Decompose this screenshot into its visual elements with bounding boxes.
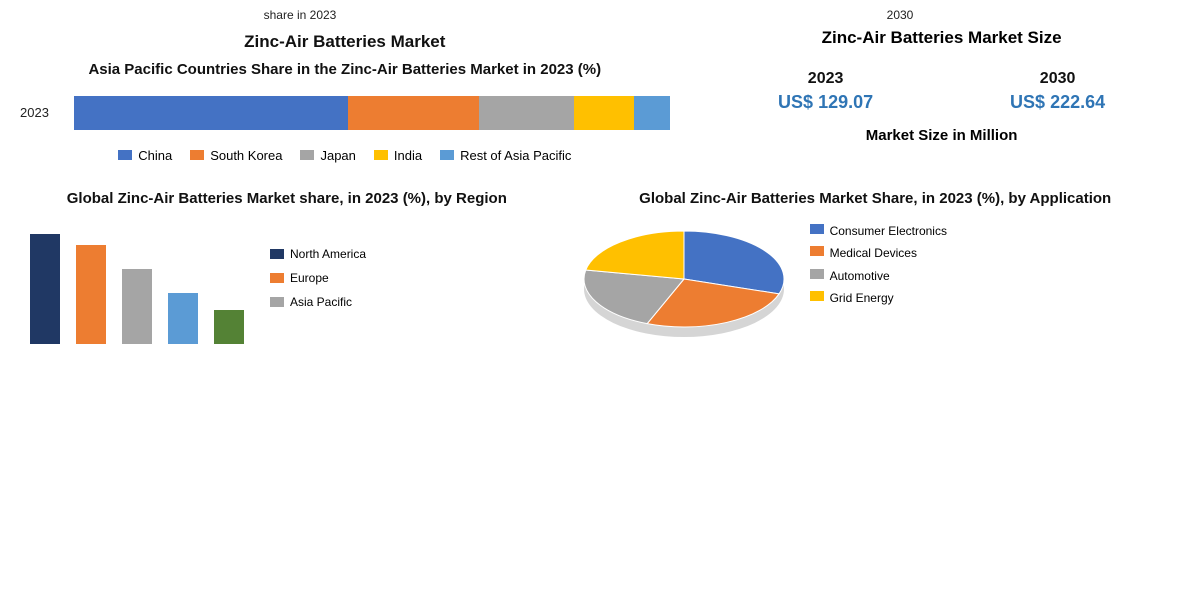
- legend-swatch: [810, 269, 824, 279]
- legend-label: Asia Pacific: [290, 295, 352, 309]
- size-year-b: 2030: [1040, 70, 1076, 88]
- size-years: 2023 2030: [710, 70, 1174, 88]
- legend-label: Rest of Asia Pacific: [460, 148, 571, 163]
- legend-item: Europe: [270, 271, 366, 285]
- legend-swatch: [300, 150, 314, 160]
- legend-swatch: [440, 150, 454, 160]
- legend-item: Rest of Asia Pacific: [440, 148, 571, 163]
- legend-label: Europe: [290, 271, 329, 285]
- legend-swatch: [270, 273, 284, 283]
- legend-swatch: [374, 150, 388, 160]
- stacked-bar-chart: 2023: [20, 96, 670, 130]
- legend-item: Japan: [300, 148, 355, 163]
- legend-label: Consumer Electronics: [830, 224, 947, 238]
- legend-swatch: [810, 246, 824, 256]
- stacked-seg: [74, 96, 348, 130]
- legend-swatch: [118, 150, 132, 160]
- legend-item: North America: [270, 247, 366, 261]
- legend-label: Medical Devices: [830, 246, 917, 260]
- legend-swatch: [270, 297, 284, 307]
- legend-item: Consumer Electronics: [810, 224, 947, 238]
- legend-item: Asia Pacific: [270, 295, 366, 309]
- size-val-b: US$ 222.64: [1010, 92, 1105, 113]
- legend-label: India: [394, 148, 422, 163]
- legend-item: Automotive: [810, 269, 947, 283]
- main-title: Zinc-Air Batteries Market: [20, 32, 670, 52]
- stacked-title: Asia Pacific Countries Share in the Zinc…: [20, 60, 670, 80]
- stacked-legend: China South Korea Japan India Rest of Asia P…: [20, 148, 670, 163]
- legend-swatch: [190, 150, 204, 160]
- pie-title: Global Zinc-Air Batteries Market Share, …: [574, 189, 1177, 209]
- stacked-seg: [574, 96, 634, 130]
- region-legend: North America Europe Asia Pacific: [270, 247, 366, 319]
- size-values: US$ 129.07 US$ 222.64: [710, 92, 1174, 113]
- legend-swatch: [810, 291, 824, 301]
- legend-label: North America: [290, 247, 366, 261]
- legend-item: South Korea: [190, 148, 282, 163]
- legend-swatch: [270, 249, 284, 259]
- legend-item: China: [118, 148, 172, 163]
- size-year-a: 2023: [808, 70, 844, 88]
- region-bar: [30, 234, 60, 344]
- size-unit: Market Size in Million: [710, 127, 1174, 144]
- stacked-seg: [479, 96, 574, 130]
- crumb-left: share in 2023: [20, 8, 580, 22]
- stacked-bar: [74, 96, 670, 130]
- region-bar: [76, 245, 106, 344]
- region-bar: [122, 269, 152, 344]
- legend-item: India: [374, 148, 422, 163]
- legend-label: China: [138, 148, 172, 163]
- region-bar-title: Global Zinc-Air Batteries Market share, …: [20, 189, 554, 209]
- pie-slice: [585, 231, 683, 279]
- legend-item: Grid Energy: [810, 291, 947, 305]
- legend-label: Grid Energy: [830, 291, 894, 305]
- legend-label: South Korea: [210, 148, 282, 163]
- size-val-a: US$ 129.07: [778, 92, 873, 113]
- top-crumbs: share in 2023 2030: [20, 8, 1180, 22]
- legend-swatch: [810, 224, 824, 234]
- legend-item: Medical Devices: [810, 246, 947, 260]
- pie-legend: Consumer Electronics Medical Devices Autom…: [810, 224, 947, 314]
- size-title: Zinc-Air Batteries Market Size: [710, 28, 1174, 48]
- stacked-seg: [348, 96, 479, 130]
- application-pie-chart: [574, 224, 794, 344]
- region-bar: [214, 310, 244, 344]
- stacked-seg: [634, 96, 670, 130]
- legend-label: Automotive: [830, 269, 890, 283]
- region-bar: [168, 293, 198, 344]
- legend-label: Japan: [320, 148, 355, 163]
- crumb-right: 2030: [620, 8, 1180, 22]
- stacked-year-label: 2023: [20, 105, 74, 120]
